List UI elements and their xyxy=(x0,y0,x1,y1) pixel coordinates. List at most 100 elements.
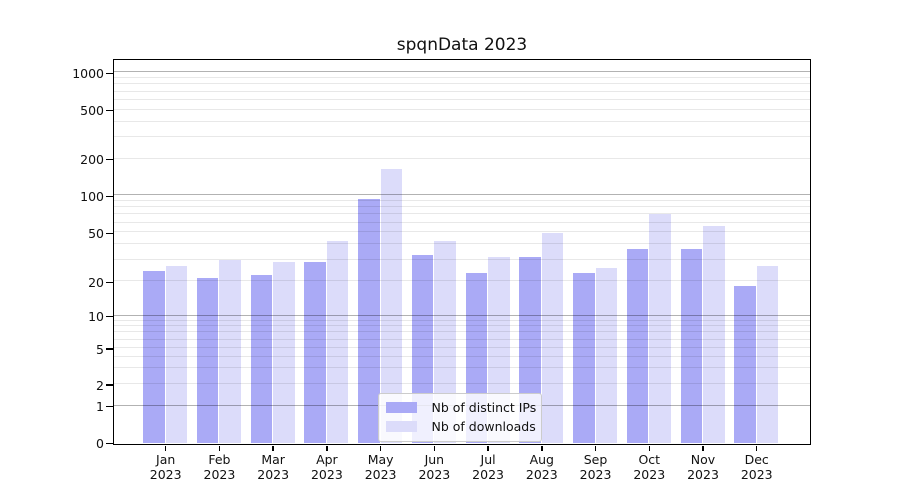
y-tick-label: 50 xyxy=(88,225,104,241)
gridline xyxy=(113,331,810,333)
legend-item-distinct-ips: Nb of distinct IPs xyxy=(379,398,541,417)
gridline xyxy=(113,90,810,92)
gridline xyxy=(113,83,810,85)
y-tick-mark xyxy=(106,405,113,408)
gridline xyxy=(113,221,810,223)
gridline xyxy=(113,98,810,100)
y-tick-mark xyxy=(106,384,113,386)
bar-downloads-apr xyxy=(326,240,349,444)
y-tick-mark xyxy=(106,348,113,350)
bar-downloads-may xyxy=(380,169,403,444)
y-tick-label: 0 xyxy=(96,435,104,451)
gridline xyxy=(113,280,810,282)
bar-distinct-ips-jan xyxy=(143,270,165,444)
x-tick-mark xyxy=(594,445,597,451)
bar-distinct-ips-mar xyxy=(250,275,273,444)
legend: Nb of distinct IPs Nb of downloads xyxy=(377,392,542,442)
x-tick-mark xyxy=(326,445,328,451)
x-tick-mark xyxy=(218,445,221,451)
gridline xyxy=(113,338,810,340)
legend-item-downloads: Nb of downloads xyxy=(379,417,541,436)
x-tick-label-nov: Nov 2023 xyxy=(687,452,719,482)
gridline xyxy=(113,120,810,122)
y-tick-mark xyxy=(106,72,113,75)
y-tick-label: 200 xyxy=(80,152,104,168)
gridline xyxy=(113,367,810,369)
y-tick-label: 100 xyxy=(80,188,104,204)
x-tick-label-feb: Feb 2023 xyxy=(203,452,236,482)
y-tick-mark xyxy=(106,281,113,284)
bar-distinct-ips-may xyxy=(358,198,380,444)
bar-downloads-oct xyxy=(649,214,671,444)
gridline xyxy=(113,231,810,233)
bar-downloads-dec xyxy=(756,266,779,444)
gridline xyxy=(113,213,810,215)
x-tick-mark xyxy=(433,445,436,451)
bar-downloads-sep xyxy=(595,268,618,444)
y-tick-mark xyxy=(106,195,113,198)
gridline xyxy=(113,347,810,348)
gridline xyxy=(113,258,810,260)
x-tick-mark xyxy=(648,445,651,451)
grid-layer xyxy=(113,60,810,444)
gridline xyxy=(113,194,810,196)
y-tick-label: 20 xyxy=(88,274,104,290)
x-tick-label-jul: Jul 2023 xyxy=(472,452,504,482)
x-tick-mark xyxy=(379,445,382,451)
bar-downloads-nov xyxy=(703,226,725,444)
gridline xyxy=(113,199,810,201)
x-tick-label-jan: Jan 2023 xyxy=(149,452,182,482)
x-tick-label-dec: Dec 2023 xyxy=(740,452,773,482)
x-tick-label-jun: Jun 2023 xyxy=(418,452,451,482)
bar-downloads-feb xyxy=(219,260,241,444)
x-tick-label-oct: Oct 2023 xyxy=(633,452,666,482)
bar-distinct-ips-oct xyxy=(626,248,649,444)
x-tick-mark xyxy=(541,445,543,451)
y-tick-mark xyxy=(106,442,113,445)
gridline xyxy=(113,108,810,110)
legend-label: Nb of downloads xyxy=(431,418,536,434)
x-tick-mark xyxy=(272,445,274,451)
x-tick-label-mar: Mar 2023 xyxy=(257,452,290,482)
gridline xyxy=(113,383,810,384)
bar-downloads-jan xyxy=(165,266,188,444)
bar-distinct-ips-apr xyxy=(304,262,326,444)
gridline xyxy=(113,71,810,73)
y-tick-mark xyxy=(106,315,113,318)
bar-downloads-mar xyxy=(273,262,295,444)
x-tick-mark xyxy=(702,445,704,451)
y-tick-label: 5 xyxy=(96,341,104,357)
x-tick-mark xyxy=(487,445,489,451)
legend-swatch-downloads xyxy=(385,420,417,432)
legend-label: Nb of distinct IPs xyxy=(431,399,537,415)
y-tick-mark xyxy=(106,158,113,161)
x-tick-label-aug: Aug 2023 xyxy=(525,452,558,482)
bar-distinct-ips-dec xyxy=(734,285,756,444)
gridline xyxy=(113,319,810,321)
gridline xyxy=(113,325,810,327)
y-tick-label: 2 xyxy=(96,377,104,393)
y-tick-label: 10 xyxy=(88,309,104,325)
bar-downloads-aug xyxy=(541,233,564,444)
gridline xyxy=(113,243,810,245)
gridline xyxy=(113,314,810,316)
bar-distinct-ips-feb xyxy=(196,277,219,444)
chart-title: spqnData 2023 xyxy=(396,35,528,55)
gridline xyxy=(113,206,810,208)
gridline xyxy=(113,136,810,138)
y-tick-label: 1000 xyxy=(72,65,104,81)
gridline xyxy=(113,355,810,357)
plot-area: Nb of distinct IPs Nb of downloads xyxy=(112,58,811,445)
bar-distinct-ips-nov xyxy=(680,248,702,444)
x-tick-mark xyxy=(164,445,167,451)
x-tick-label-may: May 2023 xyxy=(364,452,397,482)
y-tick-label: 1 xyxy=(96,399,104,415)
bar-distinct-ips-sep xyxy=(573,272,595,444)
x-tick-label-sep: Sep 2023 xyxy=(579,452,612,482)
x-tick-label-apr: Apr 2023 xyxy=(310,452,343,482)
gridline xyxy=(113,157,810,159)
x-tick-mark xyxy=(755,445,758,451)
legend-swatch-distinct-ips xyxy=(385,401,417,413)
y-tick-mark xyxy=(106,109,113,112)
